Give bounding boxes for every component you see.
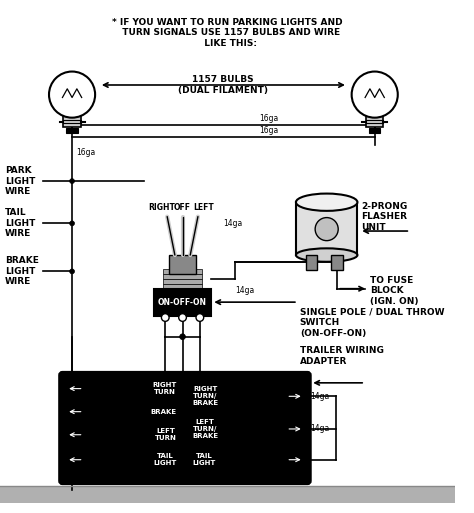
Circle shape [352,71,398,117]
Bar [164,269,202,274]
Text: * IF YOU WANT TO RUN PARKING LIGHTS AND
  TURN SIGNALS USE 1157 BULBS AND WIRE
 : * IF YOU WANT TO RUN PARKING LIGHTS AND … [112,18,343,48]
Bar [369,128,381,133]
Text: LEFT: LEFT [193,203,214,212]
Text: 14ga: 14ga [223,219,242,228]
Text: 14ga: 14ga [310,424,329,433]
Bar [64,116,81,127]
Bar [296,202,357,255]
Circle shape [70,179,74,184]
Bar [366,116,383,127]
Text: 1157 BULBS
(DUAL FILAMENT): 1157 BULBS (DUAL FILAMENT) [178,75,268,95]
Text: RIGHT
TURN: RIGHT TURN [153,382,177,395]
Text: 2-PRONG
FLASHER
UNIT: 2-PRONG FLASHER UNIT [361,202,408,231]
Ellipse shape [296,193,357,211]
Circle shape [315,218,338,241]
Text: PARK
LIGHT
WIRE: PARK LIGHT WIRE [5,166,35,196]
Circle shape [180,334,185,340]
Text: LEFT
TURN/
BRAKE: LEFT TURN/ BRAKE [192,419,219,439]
Text: SINGLE POLE / DUAL THROW
SWITCH
(ON-OFF-ON): SINGLE POLE / DUAL THROW SWITCH (ON-OFF-… [300,308,444,338]
Bar [306,255,317,270]
Circle shape [179,313,186,321]
Text: TAIL
LIGHT: TAIL LIGHT [192,453,216,466]
Text: 16ga: 16ga [259,114,279,124]
Circle shape [162,313,169,321]
FancyBboxPatch shape [60,372,310,484]
Text: LEFT
TURN: LEFT TURN [155,428,177,441]
Text: BRAKE
LIGHT
WIRE: BRAKE LIGHT WIRE [5,256,39,286]
Bar [0,486,456,503]
Bar [164,284,202,289]
Bar [66,128,78,133]
Bar [164,279,202,284]
Text: RIGHT
TURN/
BRAKE: RIGHT TURN/ BRAKE [192,386,219,406]
Text: 14ga: 14ga [236,286,255,295]
Text: TRAILER WIRING
ADAPTER: TRAILER WIRING ADAPTER [300,346,383,366]
Ellipse shape [296,248,357,262]
Circle shape [70,269,74,274]
Text: 16ga: 16ga [76,148,95,157]
Circle shape [49,71,95,117]
Circle shape [196,313,204,321]
Text: BRAKE: BRAKE [151,409,177,415]
Text: 16ga: 16ga [259,126,279,135]
Text: RIGHT: RIGHT [148,203,175,212]
Bar [154,289,211,315]
Text: 14ga: 14ga [310,392,329,401]
Text: OFF: OFF [174,203,191,212]
Text: ON-OFF-ON: ON-OFF-ON [158,298,207,307]
Circle shape [70,221,74,226]
Bar [331,255,343,270]
Text: TO FUSE
BLOCK
(IGN. ON): TO FUSE BLOCK (IGN. ON) [370,275,419,306]
Text: TAIL
LIGHT
WIRE: TAIL LIGHT WIRE [5,208,35,238]
Bar [169,255,196,274]
Text: TAIL
LIGHT: TAIL LIGHT [154,453,177,466]
Bar [164,274,202,279]
